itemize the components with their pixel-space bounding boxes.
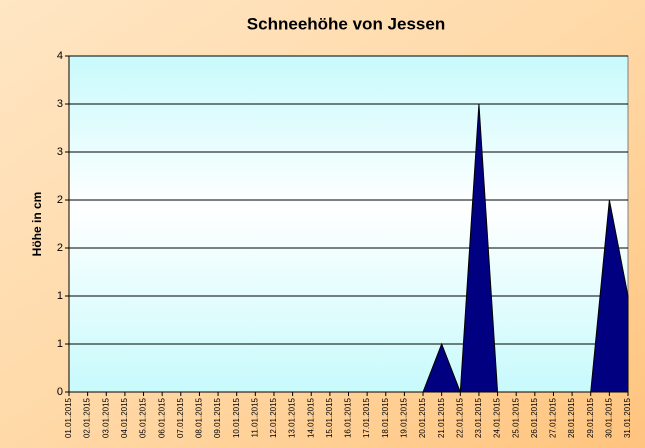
x-tick-label: 26.01.2015 xyxy=(530,397,539,438)
x-tick-label: 28.01.2015 xyxy=(567,397,576,438)
x-tick-label: 27.01.2015 xyxy=(549,397,558,438)
x-tick-label: 22.01.2015 xyxy=(455,397,464,438)
x-tick-label: 07.01.2015 xyxy=(176,397,185,438)
x-tick-label: 03.01.2015 xyxy=(101,397,110,438)
x-tick-label: 30.01.2015 xyxy=(604,397,613,438)
x-tick-label: 06.01.2015 xyxy=(157,397,166,438)
x-tick-label: 09.01.2015 xyxy=(213,397,222,438)
x-tick-label: 25.01.2015 xyxy=(511,397,520,438)
y-tick-label: 3 xyxy=(57,146,63,158)
x-tick-label: 04.01.2015 xyxy=(120,397,129,438)
x-tick-label: 20.01.2015 xyxy=(418,397,427,438)
x-tick-label: 23.01.2015 xyxy=(474,397,483,438)
x-tick-label: 08.01.2015 xyxy=(195,397,204,438)
x-tick-label: 13.01.2015 xyxy=(288,397,297,438)
y-tick-label: 3 xyxy=(57,98,63,110)
y-tick-label: 1 xyxy=(57,338,63,350)
x-tick-label: 12.01.2015 xyxy=(269,397,278,438)
x-tick-label: 16.01.2015 xyxy=(344,397,353,438)
x-tick-label: 10.01.2015 xyxy=(232,397,241,438)
x-tick-label: 01.01.2015 xyxy=(64,397,73,438)
x-tick-label: 19.01.2015 xyxy=(400,397,409,438)
x-tick-label: 24.01.2015 xyxy=(493,397,502,438)
x-tick-label: 31.01.2015 xyxy=(623,397,632,438)
x-tick-label: 05.01.2015 xyxy=(139,397,148,438)
plot-area xyxy=(68,55,629,393)
x-tick-label: 14.01.2015 xyxy=(306,397,315,438)
y-tick-label: 2 xyxy=(57,194,63,206)
chart-title: Schneehöhe von Jessen xyxy=(247,14,445,33)
x-tick-label: 11.01.2015 xyxy=(250,397,259,437)
y-tick-label: 2 xyxy=(57,242,63,254)
x-tick-label: 15.01.2015 xyxy=(325,397,334,438)
y-tick-label: 4 xyxy=(57,50,63,62)
y-axis-label: Höhe in cm xyxy=(30,192,44,257)
x-tick-label: 29.01.2015 xyxy=(586,397,595,438)
y-tick-label: 0 xyxy=(57,386,63,398)
x-tick-label: 17.01.2015 xyxy=(362,397,371,438)
x-tick-label: 02.01.2015 xyxy=(83,397,92,438)
x-tick-label: 21.01.2015 xyxy=(437,397,446,438)
y-tick-label: 1 xyxy=(57,290,63,302)
x-tick-label: 18.01.2015 xyxy=(381,397,390,438)
